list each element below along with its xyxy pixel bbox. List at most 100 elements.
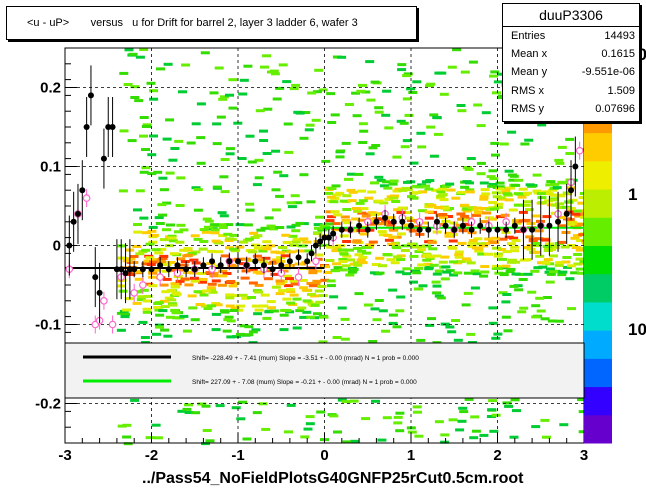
heat-cell <box>390 194 399 198</box>
heat-cell <box>368 340 378 343</box>
heat-cell <box>284 284 293 288</box>
heat-cell <box>281 249 291 253</box>
heat-cell <box>501 188 511 192</box>
heat-cell <box>128 52 138 56</box>
heat-cell <box>389 196 399 200</box>
heat-cell <box>336 244 345 248</box>
heat-cell <box>488 169 498 173</box>
profile-point <box>183 266 190 273</box>
heat-cell <box>158 309 168 313</box>
heat-cell <box>493 252 503 256</box>
heat-cell <box>404 113 414 117</box>
heat-cell <box>531 250 541 254</box>
heat-cell <box>401 223 411 227</box>
heat-cell <box>543 249 553 252</box>
heat-cell <box>218 226 228 229</box>
heat-cell <box>379 201 389 205</box>
heat-cell <box>167 298 177 302</box>
heat-cell <box>477 252 487 256</box>
profile-point <box>200 262 207 269</box>
heat-cell <box>561 231 571 234</box>
heat-cell <box>489 74 498 78</box>
heat-cell <box>352 261 362 265</box>
heat-cell <box>338 268 348 272</box>
heat-cell <box>122 308 132 312</box>
color-scale-label: 10 <box>628 320 646 339</box>
heat-cell <box>471 246 481 250</box>
heat-cell <box>238 400 247 404</box>
heat-cell <box>491 153 500 157</box>
heat-cell <box>165 171 175 175</box>
heat-cell <box>156 67 165 71</box>
heat-cell <box>162 201 172 205</box>
heat-cell <box>412 191 421 195</box>
heat-cell <box>199 228 209 232</box>
heat-cell <box>325 259 335 262</box>
heat-cell <box>346 258 355 262</box>
heat-cell <box>190 318 200 322</box>
heat-cell <box>176 257 186 261</box>
heat-cell <box>333 430 342 434</box>
heat-cell <box>251 243 261 247</box>
heat-cell <box>269 260 279 264</box>
y-tick-label: -0.1 <box>35 317 61 334</box>
heat-cell <box>554 158 564 162</box>
heat-cell <box>523 200 532 204</box>
profile-point <box>511 222 518 229</box>
heat-cell <box>201 404 211 408</box>
heat-cell <box>393 421 403 425</box>
heat-cell <box>442 270 452 274</box>
heat-cell <box>339 199 349 203</box>
color-scale-segment <box>584 245 612 275</box>
heat-cell <box>365 60 375 64</box>
heat-cell <box>241 269 251 273</box>
heat-cell <box>396 211 406 214</box>
heat-cell <box>167 234 177 238</box>
heat-cell <box>198 277 208 281</box>
heat-cell <box>200 304 210 308</box>
heat-cell <box>289 87 299 91</box>
heat-cell <box>388 182 398 186</box>
heat-cell <box>234 308 244 312</box>
heat-cell <box>331 222 341 226</box>
profile-point <box>312 242 319 249</box>
heat-cell <box>402 267 412 271</box>
heat-cell <box>424 187 434 191</box>
heat-cell <box>196 136 206 140</box>
heat-cell <box>427 317 436 321</box>
heat-cell <box>474 249 484 253</box>
heat-cell <box>414 185 424 189</box>
heat-cell <box>230 306 240 310</box>
heat-cell <box>193 290 203 294</box>
heat-cell <box>260 226 270 230</box>
heat-cell <box>416 131 426 135</box>
heat-cell <box>451 196 461 200</box>
heat-cell <box>542 215 552 219</box>
heat-cell <box>499 272 509 276</box>
heat-cell <box>456 260 466 264</box>
heat-cell <box>137 295 147 299</box>
heat-cell <box>148 271 158 275</box>
profile-point-open <box>575 146 584 155</box>
heat-cell <box>427 203 437 207</box>
heat-cell <box>490 70 500 74</box>
heat-cell <box>384 197 394 201</box>
heat-cell <box>207 304 217 308</box>
heat-cell <box>191 250 201 254</box>
heat-cell <box>497 72 507 76</box>
heat-cell <box>301 111 311 114</box>
heat-cell <box>157 203 167 207</box>
heat-cell <box>321 227 331 231</box>
heat-cell <box>248 330 258 334</box>
heat-cell <box>289 293 299 297</box>
heat-cell <box>160 328 170 332</box>
heat-cell <box>313 232 323 236</box>
profile-point <box>260 262 267 269</box>
heat-cell <box>212 142 222 146</box>
heat-cell <box>235 223 245 227</box>
profile-point <box>286 258 293 265</box>
heat-cell <box>331 184 341 188</box>
profile-point-open <box>108 320 117 329</box>
heat-cell <box>479 181 489 185</box>
heat-cell <box>377 230 387 234</box>
